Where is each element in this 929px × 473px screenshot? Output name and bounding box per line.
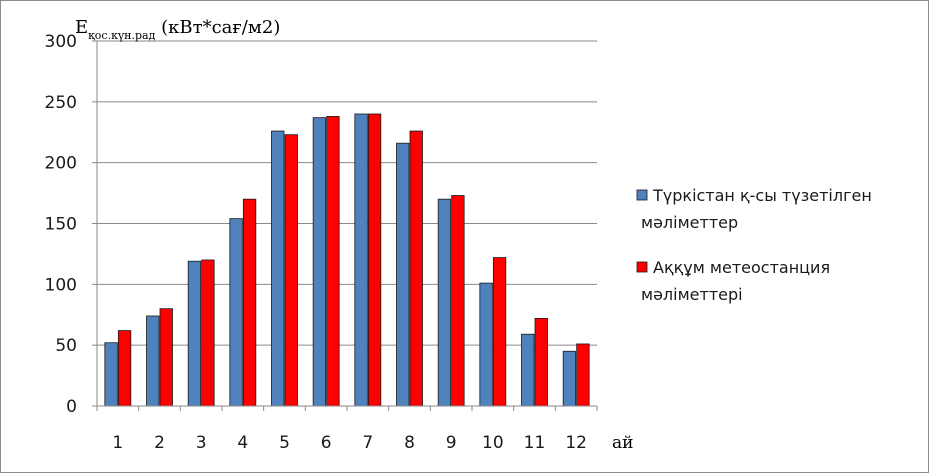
- bar-series-2-month-9: [451, 195, 465, 407]
- y-axis-label-unit: (кВт*сағ/м2): [155, 17, 280, 38]
- bar-series-2-month-10: [492, 257, 507, 407]
- y-tick-label: 50: [55, 336, 77, 356]
- bar-series-2-month-4: [242, 198, 257, 407]
- bar-series-1-month-1: [104, 342, 118, 407]
- y-axis-label-subscript: қос.күн.рад: [88, 29, 155, 42]
- bar-series-1-month-4: [229, 218, 243, 407]
- y-tick-labels: 0 50 100 150 200 250 300: [45, 32, 77, 417]
- bar-series-2-month-1: [117, 330, 132, 407]
- x-axis-label: ай: [612, 433, 633, 453]
- x-tick-label: 5: [279, 433, 290, 453]
- legend-label-2: мәліметтері: [641, 285, 743, 304]
- y-tick-label: 300: [45, 32, 77, 52]
- x-tick-label: 4: [237, 433, 248, 453]
- x-tick-label: 11: [524, 433, 546, 453]
- y-tick-label: 150: [45, 215, 77, 235]
- bar-series-1-month-6: [312, 117, 327, 407]
- axes: [92, 40, 598, 411]
- bar-series-2-month-12: [576, 343, 590, 407]
- bar-series-2-month-11: [534, 317, 548, 407]
- bar-series-1-month-8: [396, 142, 410, 407]
- x-tick-label: 12: [565, 433, 587, 453]
- bar-series-2-month-5: [284, 134, 298, 407]
- bar-series-1-month-9: [437, 198, 452, 407]
- bar-series-2-month-7: [367, 113, 382, 407]
- bar-series-1-month-11: [521, 333, 535, 407]
- bar-series-1-month-5: [271, 130, 285, 407]
- x-tick-label: 9: [446, 433, 457, 453]
- bar-series-2-month-8: [409, 130, 423, 407]
- legend-swatch-1: [636, 189, 648, 201]
- y-tick-label: 200: [45, 154, 77, 174]
- legend-label-1: Түркістан қ-сы түзетілген: [652, 186, 872, 205]
- bar-series-1-month-2: [146, 315, 160, 407]
- y-axis-label: Eқос.күн.рад (кВт*сағ/м2): [75, 17, 280, 42]
- bars: [104, 113, 590, 407]
- legend-swatch-2: [636, 261, 648, 273]
- x-tick-label: 8: [404, 433, 415, 453]
- x-tick-label: 7: [362, 433, 373, 453]
- bar-series-2-month-3: [201, 259, 215, 407]
- x-tick-labels: 1 2 3 4 5 6 7 8 9 10 11 12: [112, 433, 587, 453]
- legend: Түркістан қ-сы түзетілген мәліметтер Аққұм…: [636, 186, 872, 304]
- x-tick-label: 1: [112, 433, 123, 453]
- bar-series-1-month-10: [479, 282, 493, 407]
- x-tick-label: 6: [321, 433, 332, 453]
- y-tick-label: 0: [66, 397, 77, 417]
- bar-series-1-month-3: [187, 260, 202, 407]
- bar-series-2-month-2: [159, 308, 173, 407]
- gridlines: [97, 40, 597, 346]
- y-tick-label: 250: [45, 93, 77, 113]
- bar-series-1-month-7: [354, 113, 368, 407]
- y-axis-label-main: E: [75, 17, 88, 38]
- bar-series-2-month-6: [326, 116, 340, 407]
- x-tick-label: 3: [196, 433, 207, 453]
- x-tick-label: 2: [154, 433, 165, 453]
- legend-label-1: мәліметтер: [641, 213, 738, 232]
- x-tick-label: 10: [482, 433, 504, 453]
- y-tick-label: 100: [45, 275, 77, 295]
- bar-series-1-month-12: [562, 350, 577, 407]
- legend-label-2: Аққұм метеостанция: [653, 258, 830, 277]
